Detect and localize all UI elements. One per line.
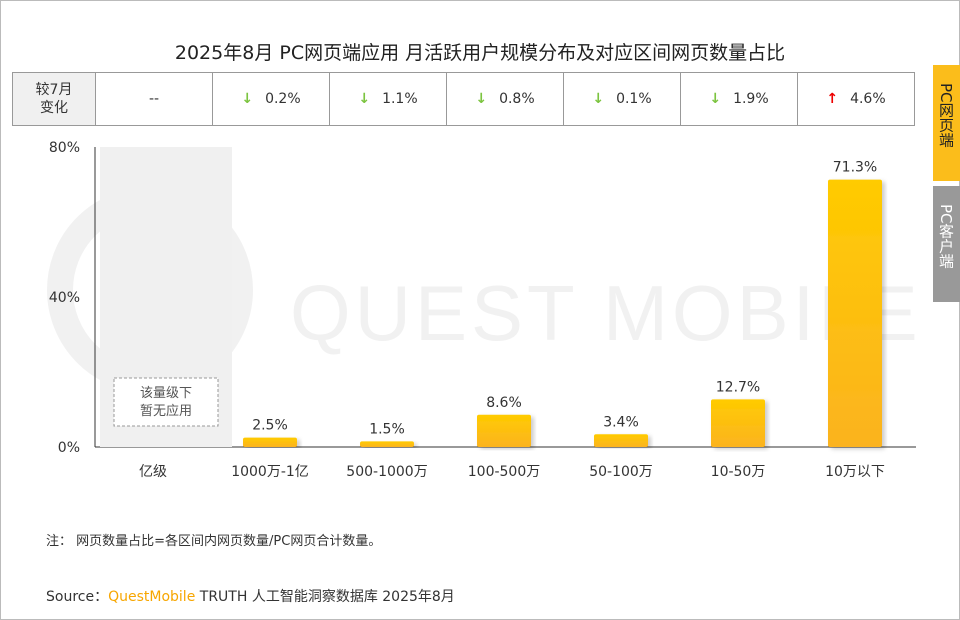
- y-tick-label: 80%: [49, 140, 80, 156]
- source-text: TRUTH 人工智能洞察数据库 2025年8月: [195, 589, 455, 605]
- na-label: 该量级下: [140, 386, 192, 401]
- bar: [594, 434, 648, 447]
- chart-title: 2025年8月 PC网页端应用 月活跃用户规模分布及对应区间网页数量占比: [174, 42, 786, 64]
- change-value: 0.8%: [499, 91, 535, 107]
- bar: [828, 179, 882, 447]
- data-label: 1.5%: [369, 421, 405, 437]
- change-value: --: [148, 91, 160, 107]
- x-tick-label: 亿级: [139, 464, 167, 480]
- data-label: 71.3%: [833, 160, 877, 176]
- change-value: 0.2%: [265, 91, 301, 107]
- source-brand: QuestMobile: [108, 589, 196, 605]
- x-tick-label: 10-50万: [711, 464, 766, 480]
- y-tick-label: 40%: [49, 290, 80, 306]
- x-tick-label: 50-100万: [589, 464, 653, 480]
- x-tick-label: 100-500万: [468, 464, 541, 480]
- x-tick-label: 10万以下: [825, 464, 885, 480]
- watermark: QUEST MOBILE: [290, 269, 922, 357]
- arrow-down-icon: ↓: [475, 91, 488, 107]
- change-cell: ↓ 1.9%: [680, 72, 798, 126]
- source: Source：QuestMobile TRUTH 人工智能洞察数据库 2025年…: [46, 586, 455, 606]
- data-label: 2.5%: [252, 418, 288, 434]
- change-value: 1.9%: [733, 91, 769, 107]
- source-prefix: Source：: [46, 589, 109, 605]
- change-cell: ↓ 0.8%: [446, 72, 564, 126]
- x-tick-label: 1000万-1亿: [231, 464, 309, 480]
- bar: [360, 441, 414, 447]
- header-line: 较7月: [35, 82, 73, 98]
- tab-pc-client[interactable]: PC客户端: [933, 186, 960, 302]
- na-label: 暂无应用: [140, 403, 192, 419]
- change-header: 较7月变化: [12, 72, 96, 126]
- bar: [477, 414, 531, 447]
- change-table: 较7月变化 -- ↓ 0.2% ↓ 1.1% ↓ 0.8% ↓ 0.1% ↓ 1.9% ↑ 4.6%: [12, 72, 915, 126]
- arrow-down-icon: ↓: [358, 91, 371, 107]
- change-value: 4.6%: [850, 91, 886, 107]
- arrow-up-icon: ↑: [826, 91, 839, 107]
- arrow-down-icon: ↓: [709, 91, 722, 107]
- x-tick-label: 500-1000万: [346, 464, 427, 480]
- change-value: 1.1%: [382, 91, 418, 107]
- change-cell: ↑ 4.6%: [797, 72, 915, 126]
- arrow-down-icon: ↓: [241, 91, 254, 107]
- change-cell: ↓ 0.2%: [212, 72, 330, 126]
- tab-pc-web[interactable]: PC网页端: [933, 65, 960, 181]
- data-label: 8.6%: [486, 395, 522, 411]
- bar: [711, 399, 765, 447]
- header-line: 变化: [40, 100, 68, 116]
- na-box: [113, 377, 219, 427]
- change-cell: --: [95, 72, 213, 126]
- change-value: 0.1%: [616, 91, 652, 107]
- footnote: 注： 网页数量占比=各区间内网页数量/PC网页合计数量。: [46, 534, 382, 549]
- arrow-down-icon: ↓: [592, 91, 605, 107]
- data-label: 12.7%: [716, 379, 760, 395]
- change-cell: ↓ 1.1%: [329, 72, 447, 126]
- bar: [243, 437, 297, 447]
- data-label: 3.4%: [603, 414, 639, 430]
- y-tick-label: 0%: [58, 440, 80, 456]
